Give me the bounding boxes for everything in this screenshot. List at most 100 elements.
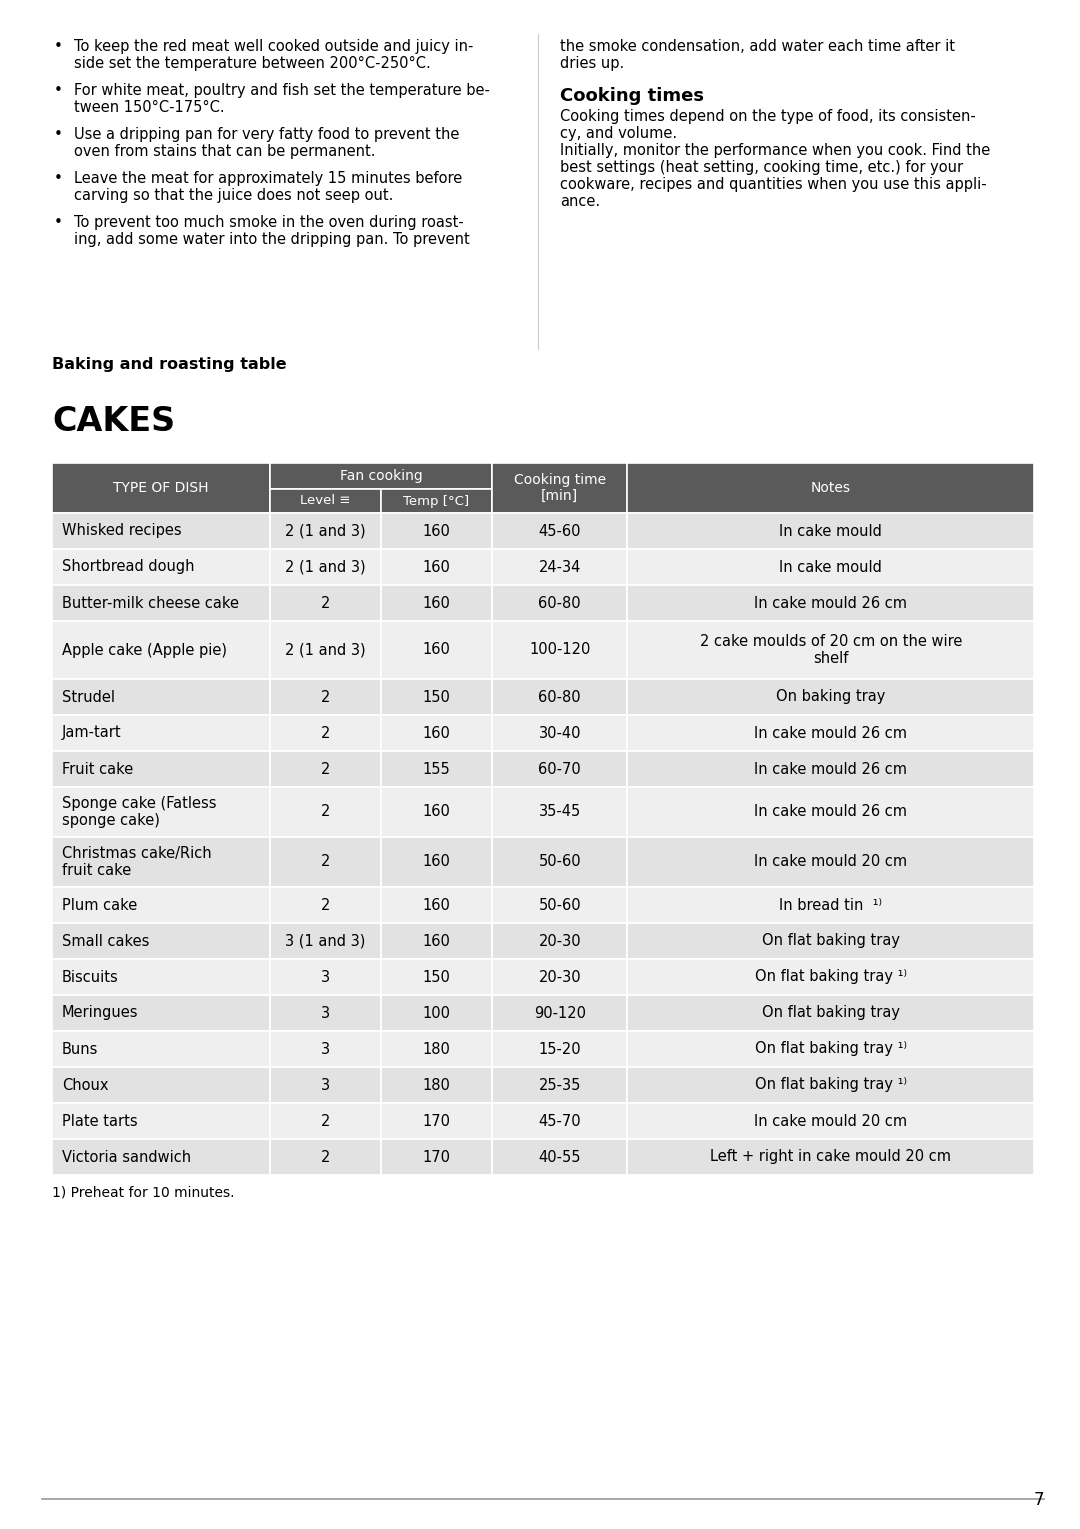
Bar	[627, 463, 1034, 514]
Text: Baking and roasting table: Baking and roasting table	[52, 356, 286, 372]
Text: Meringues: Meringues	[62, 1006, 138, 1020]
Text: oven from stains that can be permanent.: oven from stains that can be permanent.	[75, 144, 376, 159]
Text: 3: 3	[321, 969, 330, 985]
Bar	[491, 887, 627, 924]
Text: cy, and volume.: cy, and volume.	[561, 125, 677, 141]
Bar	[627, 1139, 1034, 1174]
Bar	[381, 995, 491, 1031]
Text: On flat baking tray ¹⁾: On flat baking tray ¹⁾	[755, 969, 907, 985]
Bar	[491, 621, 627, 679]
Bar	[491, 1102, 627, 1139]
Bar	[52, 751, 270, 787]
Text: Jam-tart: Jam-tart	[62, 725, 122, 740]
Bar	[52, 621, 270, 679]
Bar	[52, 463, 270, 514]
Text: 20-30: 20-30	[539, 934, 581, 948]
Text: In cake mould: In cake mould	[780, 560, 882, 575]
Bar	[627, 1067, 1034, 1102]
Text: •: •	[54, 127, 63, 142]
Bar	[52, 1031, 270, 1067]
Text: 3: 3	[321, 1006, 330, 1020]
Bar	[270, 1067, 381, 1102]
Bar	[491, 959, 627, 995]
Text: 1) Preheat for 10 minutes.: 1) Preheat for 10 minutes.	[52, 1185, 234, 1199]
Text: 7: 7	[1034, 1491, 1044, 1509]
Bar	[270, 787, 381, 836]
Text: ing, add some water into the dripping pan. To prevent: ing, add some water into the dripping pa…	[75, 232, 470, 248]
Text: 160: 160	[422, 855, 450, 870]
Bar	[491, 836, 627, 887]
Bar	[627, 1102, 1034, 1139]
Text: Choux: Choux	[62, 1078, 108, 1093]
Bar	[491, 1031, 627, 1067]
Text: 100: 100	[422, 1006, 450, 1020]
Text: 35-45: 35-45	[539, 804, 581, 820]
Text: On flat baking tray: On flat baking tray	[761, 934, 900, 948]
Text: Level ≡: Level ≡	[300, 494, 351, 508]
Bar	[627, 549, 1034, 586]
Text: For white meat, poultry and fish set the temperature be-: For white meat, poultry and fish set the…	[75, 83, 490, 98]
Text: 160: 160	[422, 725, 450, 740]
Bar	[270, 549, 381, 586]
Text: •: •	[54, 216, 63, 229]
Bar	[491, 1139, 627, 1174]
Text: Christmas cake/Rich: Christmas cake/Rich	[62, 847, 212, 861]
Bar	[491, 549, 627, 586]
Text: Plum cake: Plum cake	[62, 898, 137, 913]
Bar	[627, 716, 1034, 751]
Text: 60-70: 60-70	[538, 761, 581, 777]
Text: 2: 2	[321, 761, 330, 777]
Bar	[381, 751, 491, 787]
Text: •: •	[54, 40, 63, 54]
Text: the smoke condensation, add water each time after it: the smoke condensation, add water each t…	[561, 40, 955, 54]
Bar	[270, 1031, 381, 1067]
Text: 2: 2	[321, 855, 330, 870]
Text: In cake mould 26 cm: In cake mould 26 cm	[754, 725, 907, 740]
Text: 60-80: 60-80	[539, 690, 581, 705]
Text: 170: 170	[422, 1113, 450, 1128]
Text: In cake mould 26 cm: In cake mould 26 cm	[754, 804, 907, 820]
Text: Butter-milk cheese cake: Butter-milk cheese cake	[62, 595, 239, 610]
Bar	[627, 514, 1034, 549]
Text: Buns: Buns	[62, 1041, 98, 1057]
Bar	[381, 679, 491, 716]
Bar	[381, 887, 491, 924]
Text: 50-60: 50-60	[539, 855, 581, 870]
Bar	[270, 959, 381, 995]
Text: To keep the red meat well cooked outside and juicy in-: To keep the red meat well cooked outside…	[75, 40, 473, 54]
Text: In bread tin  ¹⁾: In bread tin ¹⁾	[780, 898, 882, 913]
Bar	[270, 924, 381, 959]
Text: fruit cake: fruit cake	[62, 862, 132, 878]
Bar	[381, 549, 491, 586]
Text: 2 (1 and 3): 2 (1 and 3)	[285, 523, 366, 538]
Text: On flat baking tray ¹⁾: On flat baking tray ¹⁾	[755, 1078, 907, 1093]
Bar	[381, 514, 491, 549]
Bar	[270, 679, 381, 716]
Bar	[381, 621, 491, 679]
Bar	[491, 679, 627, 716]
Bar	[270, 836, 381, 887]
Text: 15-20: 15-20	[539, 1041, 581, 1057]
Text: 90-120: 90-120	[534, 1006, 585, 1020]
Text: 2: 2	[321, 1113, 330, 1128]
Bar	[491, 463, 627, 514]
Bar	[52, 679, 270, 716]
Bar	[52, 995, 270, 1031]
Text: shelf: shelf	[813, 651, 849, 665]
Text: In cake mould: In cake mould	[780, 523, 882, 538]
Text: 2 (1 and 3): 2 (1 and 3)	[285, 642, 366, 657]
Text: carving so that the juice does not seep out.: carving so that the juice does not seep …	[75, 188, 393, 203]
Text: sponge cake): sponge cake)	[62, 812, 160, 827]
Bar	[52, 924, 270, 959]
Text: cookware, recipes and quantities when you use this appli-: cookware, recipes and quantities when yo…	[561, 177, 987, 193]
Text: TYPE OF DISH: TYPE OF DISH	[113, 482, 208, 495]
Text: 160: 160	[422, 523, 450, 538]
Text: 40-55: 40-55	[539, 1150, 581, 1165]
Bar	[52, 716, 270, 751]
Text: Shortbread dough: Shortbread dough	[62, 560, 194, 575]
Text: 45-70: 45-70	[539, 1113, 581, 1128]
Bar	[627, 679, 1034, 716]
Text: side set the temperature between 200°C-250°C.: side set the temperature between 200°C-2…	[75, 57, 431, 70]
Text: Temp [°C]: Temp [°C]	[404, 494, 470, 508]
Text: 150: 150	[422, 969, 450, 985]
